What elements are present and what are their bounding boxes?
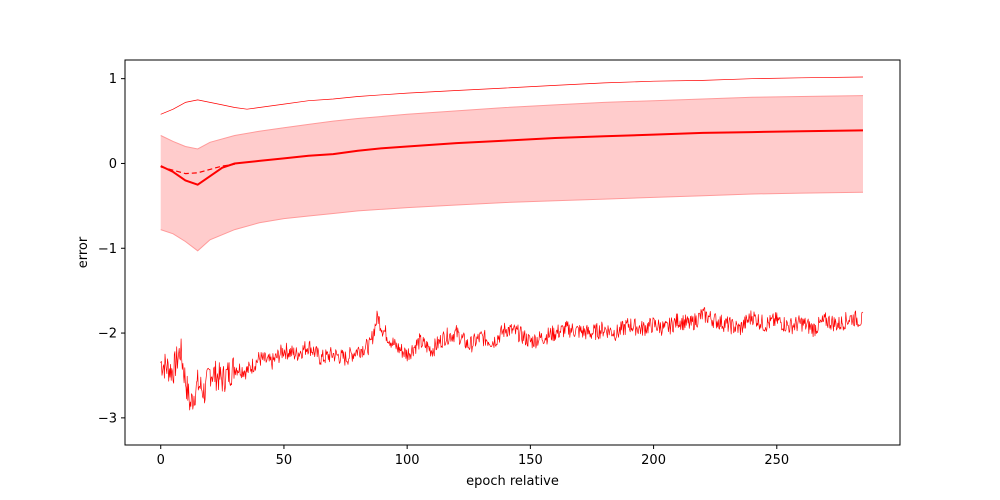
x-axis: 0 50 100 150 200 250 <box>157 445 789 468</box>
y-tick-label: −2 <box>98 327 117 342</box>
y-tick-label: −1 <box>98 242 117 257</box>
x-axis-label: epoch relative <box>466 474 559 489</box>
x-tick-label: 250 <box>764 453 789 468</box>
lower-line <box>160 307 864 411</box>
x-tick-label: 100 <box>395 453 420 468</box>
x-tick-label: 150 <box>518 453 543 468</box>
mean-line <box>160 129 864 186</box>
y-tick-label: 1 <box>109 72 117 87</box>
y-tick-label: 0 <box>109 157 117 172</box>
band-lower-edge <box>160 191 864 252</box>
y-axis: 1 0 −1 −2 −3 <box>98 72 125 426</box>
x-tick-label: 50 <box>276 453 293 468</box>
plot-frame <box>124 59 901 446</box>
x-tick-label: 0 <box>157 453 165 468</box>
x-tick-label: 200 <box>641 453 666 468</box>
band-upper-edge <box>160 95 864 150</box>
median-line <box>160 163 235 175</box>
y-tick-label: −3 <box>98 411 117 426</box>
series-lines-layer <box>160 76 864 411</box>
y-axis-label: error <box>76 236 91 268</box>
upper-line <box>160 76 864 115</box>
